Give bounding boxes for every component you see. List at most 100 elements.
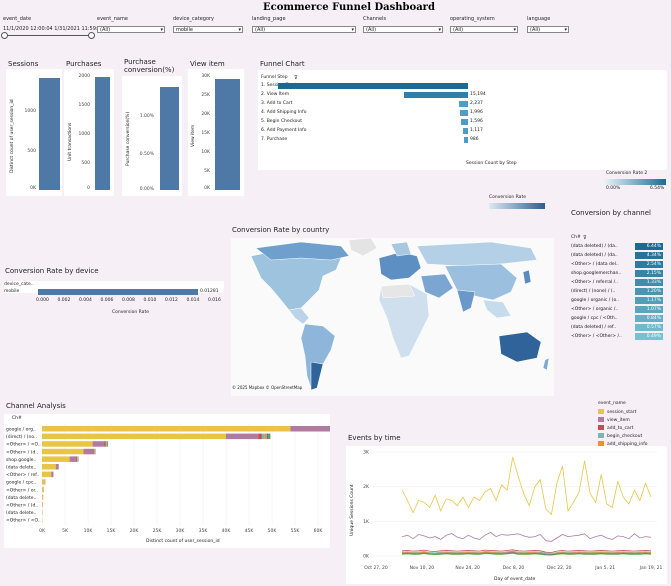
- channel-analysis-bar-segment[interactable]: [104, 441, 106, 447]
- channel-analysis-bar-segment[interactable]: [107, 441, 108, 447]
- channel-analysis-bar-segment[interactable]: [42, 471, 52, 478]
- language-dropdown[interactable]: (All) ▾: [527, 26, 569, 33]
- events-legend-item[interactable]: add_shipping_info: [598, 441, 648, 447]
- channel-analysis-row-label: <Other> / (d..: [6, 449, 38, 455]
- channel-analysis-bar-segment[interactable]: [42, 479, 45, 485]
- funnel-bar[interactable]: [458, 101, 468, 107]
- purchases-bar[interactable]: [95, 77, 110, 190]
- channel-analysis-bar-segment[interactable]: [105, 441, 107, 447]
- sessions-bar[interactable]: [39, 78, 60, 190]
- channel-name: shop.googlemerchan..: [571, 271, 622, 276]
- channel-analysis-bar-segment[interactable]: [268, 433, 271, 440]
- date-range-slider[interactable]: [1, 32, 95, 39]
- events-series-line[interactable]: [401, 457, 652, 516]
- map-southeast-asia: [482, 299, 512, 319]
- channel-analysis-bar-segment[interactable]: [266, 433, 269, 440]
- channel-analysis-bar-segment[interactable]: [92, 448, 94, 455]
- funnel-bar[interactable]: [459, 110, 468, 116]
- channel-analysis-bar-segment[interactable]: [93, 448, 95, 455]
- channel-analysis-panel: Ch# 0K 5K 10K 15K 20K 25K 30K 35K 40K 45K 50K 55K 60…: [4, 414, 330, 548]
- map-panel[interactable]: © 2025 Mapbox © OpenStreetMap: [231, 237, 554, 396]
- channel-analysis-bar-segment[interactable]: [51, 471, 54, 478]
- channel-analysis-bar-segment[interactable]: [106, 441, 108, 447]
- channel-analysis-bar-segment[interactable]: [94, 448, 95, 455]
- funnel-bar[interactable]: [463, 137, 468, 143]
- channel-analysis-bar-segment[interactable]: [261, 433, 265, 440]
- map-central-america: [288, 307, 310, 325]
- channel-row[interactable]: <Other> / referral /.. 1.33%: [569, 279, 666, 287]
- events-legend-item[interactable]: begin_checkout: [598, 433, 642, 439]
- channel-analysis-bar-segment[interactable]: [83, 448, 93, 455]
- channel-rate: 4.34%: [635, 252, 663, 259]
- events-legend-item[interactable]: session_start: [598, 409, 636, 415]
- events-series-line[interactable]: [401, 549, 652, 553]
- event-name-dropdown[interactable]: (All) ▾: [97, 26, 165, 33]
- events-series-line[interactable]: [401, 552, 652, 556]
- events-legend-item[interactable]: view_item: [598, 417, 630, 423]
- conversion-bar[interactable]: [160, 87, 179, 190]
- channel-analysis-bar-segment[interactable]: [42, 494, 43, 500]
- funnel-bar[interactable]: [463, 128, 468, 134]
- channel-title-text: Conversion by channel: [571, 209, 651, 217]
- view-item-bar[interactable]: [215, 79, 240, 190]
- funnel-bar[interactable]: [461, 119, 468, 125]
- map-credit: © 2025 Mapbox © OpenStreetMap: [232, 385, 303, 390]
- channel-analysis-bar-segment[interactable]: [42, 441, 93, 447]
- channel-analysis-bar-segment[interactable]: [92, 441, 105, 447]
- channel-row[interactable]: (data deleted) / (da.. 4.34%: [569, 252, 666, 260]
- channel-analysis-bar-segment[interactable]: [258, 433, 262, 440]
- channel-analysis-bar-segment[interactable]: [290, 426, 330, 432]
- channel-row[interactable]: <Other> / organic /.. 1.07%: [569, 306, 666, 314]
- conversion-kpi-panel: Purchase conversion(%) 1.00% 0.50% 0.00%: [122, 76, 182, 196]
- map-asia: [444, 263, 518, 301]
- channels-dropdown[interactable]: (All) ▾: [363, 26, 443, 33]
- funnel-step-label: 4. Add Shipping Info: [261, 110, 307, 115]
- channel-analysis-bar-segment[interactable]: [264, 433, 267, 440]
- channel-row[interactable]: (direct) / (none) / (.. 1.20%: [569, 288, 666, 296]
- view-item-tick: 15K: [201, 131, 210, 136]
- channel-analysis-bar-segment[interactable]: [42, 433, 226, 440]
- events-legend-item[interactable]: add_to_cart: [598, 425, 633, 431]
- channel-analysis-bar-segment[interactable]: [42, 502, 43, 508]
- channel-analysis-bar-segment[interactable]: [42, 456, 70, 462]
- funnel-bar[interactable]: [278, 83, 468, 89]
- channel-row[interactable]: (data deleted) / ref.. 0.57%: [569, 324, 666, 332]
- landing-page-dropdown[interactable]: (All) ▾: [252, 26, 356, 33]
- slider-handle-start[interactable]: [1, 32, 8, 39]
- events-series-line[interactable]: [401, 552, 652, 556]
- view-item-tick: 30K: [201, 74, 210, 79]
- channel-analysis-bar-segment[interactable]: [42, 448, 84, 455]
- channel-analysis-bar-segment[interactable]: [76, 456, 78, 462]
- channel-analysis-bar-segment[interactable]: [42, 426, 291, 432]
- channel-analysis-bar-segment[interactable]: [42, 464, 56, 470]
- conversion-title: Purchase conversion(%): [124, 58, 184, 74]
- channel-row[interactable]: google / organic / (o.. 1.17%: [569, 297, 666, 305]
- channel-analysis-bar-segment[interactable]: [42, 486, 44, 493]
- channel-analysis-bar-segment[interactable]: [226, 433, 259, 440]
- map-africa-north: [380, 283, 416, 299]
- slider-handle-end[interactable]: [88, 32, 95, 39]
- channel-row[interactable]: (data deleted) / (da.. 6.44%: [569, 243, 666, 251]
- events-series-line[interactable]: [401, 550, 652, 555]
- device-category-dropdown[interactable]: mobile ▾: [173, 26, 243, 33]
- channel-analysis-bar-segment[interactable]: [55, 464, 59, 470]
- world-map[interactable]: [231, 237, 554, 396]
- channel-analysis-row-label: (data delete..: [6, 465, 36, 471]
- channel-row[interactable]: <Other> / (data del.. 2.54%: [569, 261, 666, 269]
- operating-system-dropdown[interactable]: (All) ▾: [450, 26, 518, 33]
- channel-row[interactable]: shop.googlemerchan.. 2.15%: [569, 270, 666, 278]
- channel-filter-icon[interactable]: ⊽: [583, 235, 587, 241]
- dropdown-value: (All): [366, 27, 377, 33]
- channel-analysis-tick: 15K: [107, 528, 117, 534]
- events-series-line[interactable]: [401, 531, 652, 542]
- funnel-bar[interactable]: [404, 92, 468, 98]
- filter-icon[interactable]: ⊽: [294, 75, 298, 81]
- events-time-x-tick: Nov 24, 20: [455, 565, 480, 571]
- events-time-chart: 3K 2K 1K 0K Oct 27, 20 Nov 10, 20 Nov 24, 20 De…: [363, 450, 662, 572]
- channel-row[interactable]: <Other> / <Other> /.. 0.49%: [569, 333, 666, 341]
- events-series-line[interactable]: [401, 551, 652, 555]
- channel-analysis-bar-segment[interactable]: [69, 456, 77, 462]
- device-bar-mobile[interactable]: [38, 289, 198, 295]
- sessions-title: Sessions: [8, 60, 39, 68]
- channel-row[interactable]: google / cpc / <Oth.. 0.84%: [569, 315, 666, 323]
